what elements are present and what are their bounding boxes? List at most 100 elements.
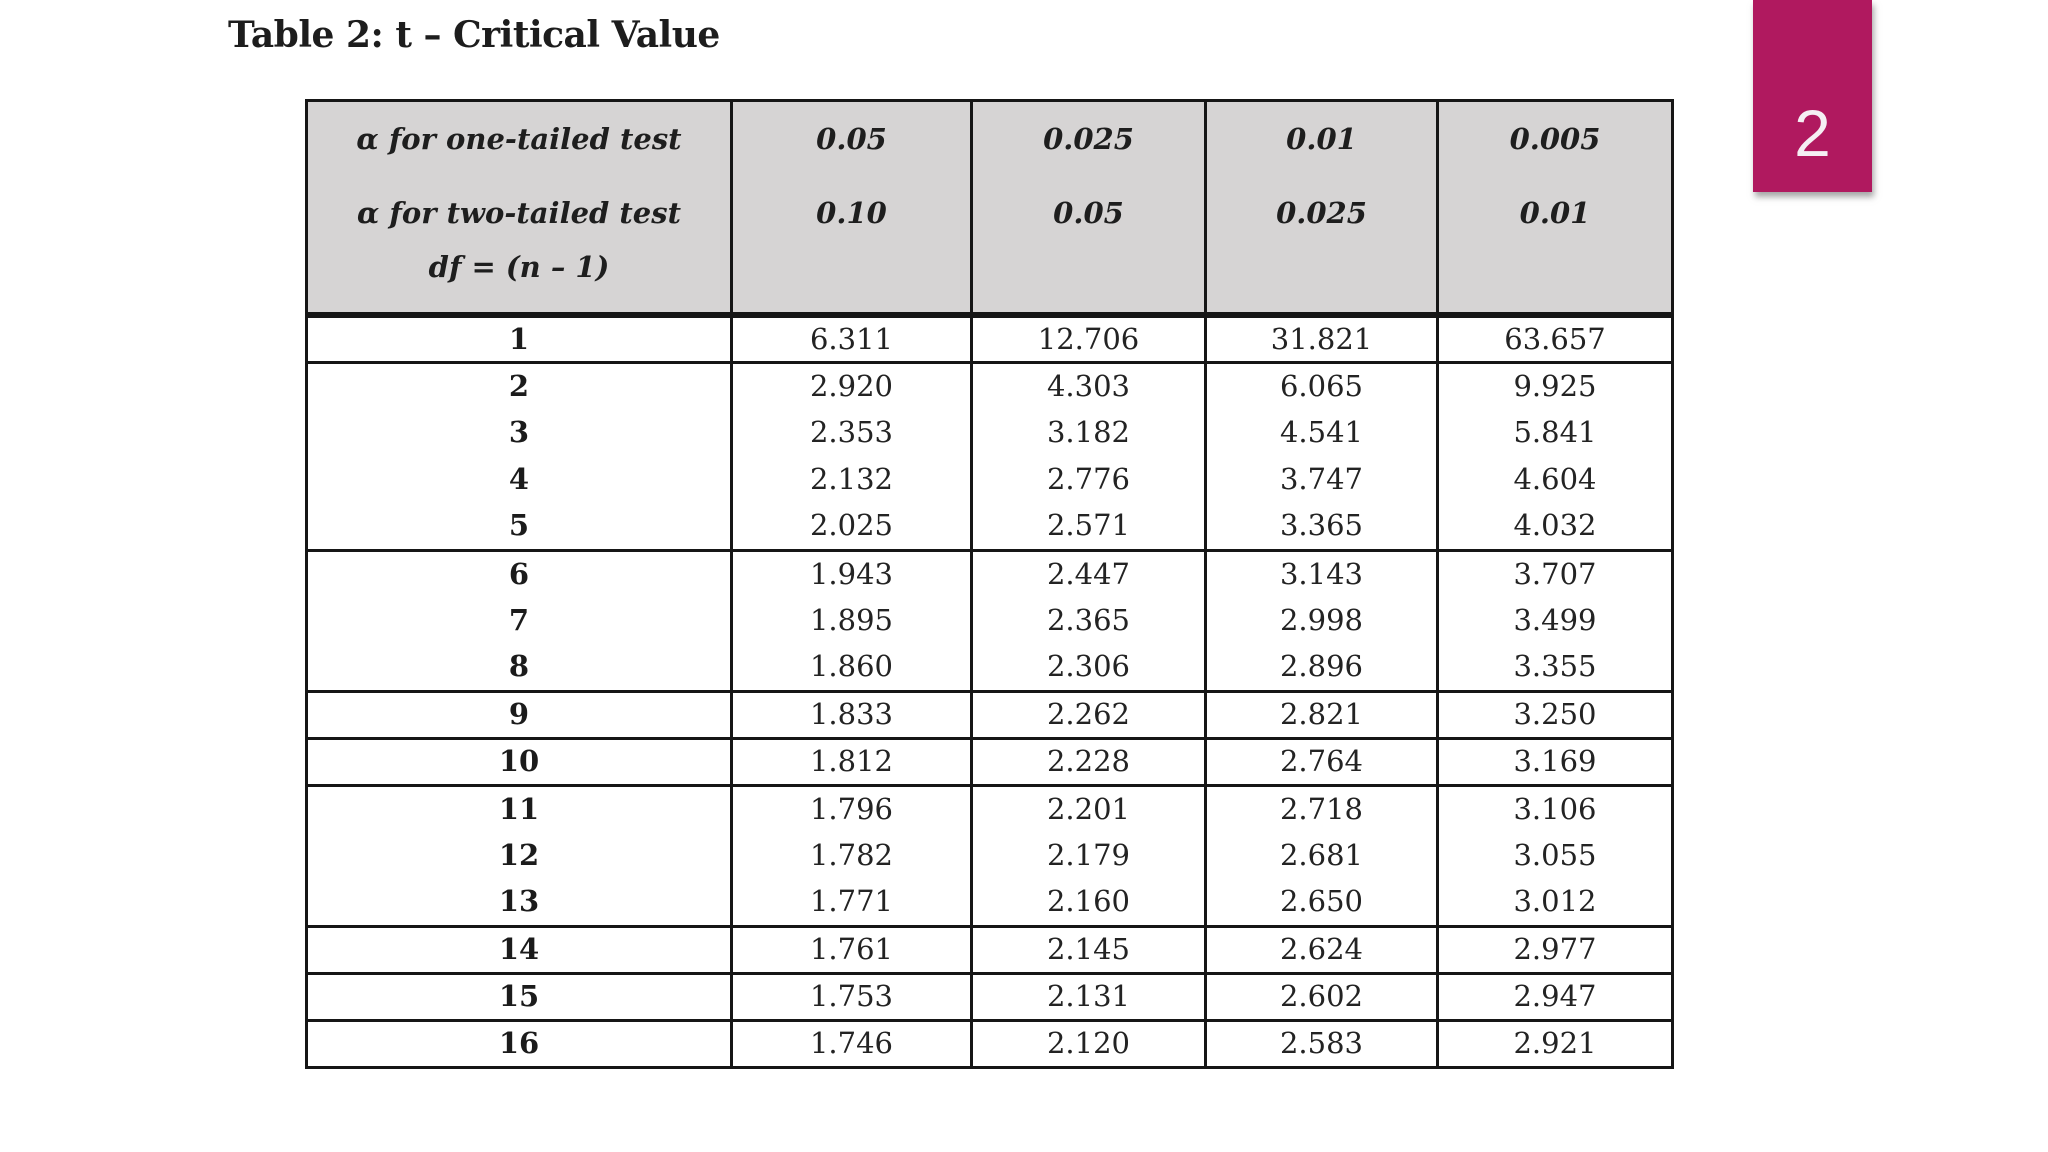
page-title: Table 2: t – Critical Value bbox=[228, 14, 720, 56]
t-critical-value-cell: 2.920 bbox=[730, 360, 972, 409]
df-cell: 12 bbox=[498, 838, 540, 872]
header-alpha-col-2: 0.025 0.05 bbox=[970, 100, 1206, 318]
df-cell: 3 bbox=[508, 415, 530, 449]
t-critical-value-cell: 3.747 bbox=[1204, 456, 1438, 503]
page-number-badge: 2 bbox=[1753, 0, 1872, 192]
t-critical-value-cell: 2.977 bbox=[1436, 924, 1673, 973]
table-row: 7 1.895 2.365 2.998 3.499 bbox=[307, 597, 1673, 644]
df-cell: 7 bbox=[508, 603, 530, 637]
table-row: 5 2.025 2.571 3.365 4.032 bbox=[307, 503, 1673, 550]
table-row: 14 1.761 2.145 2.624 2.977 bbox=[306, 924, 1673, 973]
t-critical-value-cell: 2.262 bbox=[970, 689, 1206, 738]
t-critical-value-cell: 2.228 bbox=[970, 736, 1206, 785]
df-cell: 4 bbox=[508, 462, 530, 496]
table-row: 16 1.746 2.120 2.583 2.921 bbox=[306, 1018, 1673, 1067]
table-row: 11 1.796 2.201 2.718 3.106 bbox=[306, 783, 1673, 832]
t-critical-value-cell: 1.753 bbox=[730, 971, 972, 1020]
df-cell: 2 bbox=[306, 360, 732, 409]
t-critical-value-cell: 6.065 bbox=[1204, 360, 1438, 409]
t-critical-value-cell: 1.771 bbox=[730, 879, 972, 926]
df-cell: 16 bbox=[306, 1018, 732, 1067]
t-critical-value-cell: 3.012 bbox=[1436, 879, 1673, 926]
table-row: 3 2.353 3.182 4.541 5.841 bbox=[307, 409, 1673, 456]
t-critical-value-cell: 5.841 bbox=[1436, 409, 1673, 456]
t-critical-value-cell: 2.179 bbox=[970, 832, 1206, 879]
t-critical-value-cell: 3.365 bbox=[1204, 503, 1438, 550]
df-cell: 8 bbox=[508, 649, 530, 684]
header-alpha-col-1: 0.05 0.10 bbox=[730, 100, 972, 318]
table-row: 4 2.132 2.776 3.747 4.604 bbox=[307, 456, 1673, 503]
t-critical-value-cell: 3.106 bbox=[1436, 783, 1673, 832]
t-critical-value-cell: 1.746 bbox=[730, 1018, 972, 1067]
t-critical-value-cell: 2.160 bbox=[970, 879, 1206, 926]
df-cell: 13 bbox=[498, 884, 540, 919]
t-critical-value-cell: 2.365 bbox=[970, 597, 1206, 644]
header-one-tailed-label: α for one-tailed test bbox=[356, 122, 682, 156]
table-body: 1 6.311 12.706 31.821 63.657 2 2.920 4.303 6.065… bbox=[306, 315, 1673, 1067]
t-critical-value-cell: 2.821 bbox=[1204, 689, 1438, 738]
table-header-row: α for one-tailed test α for two-tailed t… bbox=[306, 100, 1673, 318]
t-critical-value-table: α for one-tailed test α for two-tailed t… bbox=[305, 99, 1674, 1069]
t-critical-value-cell: 9.925 bbox=[1436, 360, 1673, 409]
t-critical-value-cell: 1.812 bbox=[730, 736, 972, 785]
t-critical-value-cell: 2.921 bbox=[1436, 1018, 1673, 1067]
df-cell: 10 bbox=[306, 736, 732, 785]
t-critical-value-cell: 2.583 bbox=[1204, 1018, 1438, 1067]
t-critical-value-cell: 3.707 bbox=[1436, 548, 1673, 597]
t-critical-value-cell: 2.120 bbox=[970, 1018, 1206, 1067]
two-tailed-alpha-value: 0.10 bbox=[816, 196, 887, 230]
t-critical-value-cell: 4.541 bbox=[1204, 409, 1438, 456]
table-row: 8 1.860 2.306 2.896 3.355 bbox=[307, 644, 1673, 691]
table-row: 1 6.311 12.706 31.821 63.657 bbox=[307, 315, 1673, 362]
t-critical-value-cell: 3.182 bbox=[970, 409, 1206, 456]
t-critical-value-cell: 2.602 bbox=[1204, 971, 1438, 1020]
page-number: 2 bbox=[1794, 96, 1831, 170]
t-critical-value-cell: 2.447 bbox=[970, 548, 1206, 597]
table-row: 15 1.753 2.131 2.602 2.947 bbox=[306, 971, 1673, 1020]
header-empty-slot bbox=[733, 250, 970, 312]
t-critical-value-cell: 2.306 bbox=[970, 644, 1206, 691]
t-critical-value-cell: 12.706 bbox=[970, 315, 1206, 362]
t-critical-value-cell: 3.169 bbox=[1436, 736, 1673, 785]
t-critical-value-table-wrapper: α for one-tailed test α for two-tailed t… bbox=[305, 99, 1674, 1069]
t-critical-value-cell: 63.657 bbox=[1436, 315, 1673, 362]
header-empty-slot bbox=[1207, 250, 1436, 312]
table-row: 10 1.812 2.228 2.764 3.169 bbox=[306, 736, 1673, 785]
header-alpha-col-4: 0.005 0.01 bbox=[1436, 100, 1673, 318]
t-critical-value-cell: 1.796 bbox=[730, 783, 972, 832]
table-row: 9 1.833 2.262 2.821 3.250 bbox=[306, 689, 1673, 738]
t-critical-value-cell: 2.201 bbox=[970, 783, 1206, 832]
t-critical-value-cell: 2.132 bbox=[730, 456, 972, 503]
t-critical-value-cell: 2.764 bbox=[1204, 736, 1438, 785]
header-label-cell: α for one-tailed test α for two-tailed t… bbox=[306, 100, 732, 318]
t-critical-value-cell: 1.895 bbox=[730, 597, 972, 644]
table-row: 6 1.943 2.447 3.143 3.707 bbox=[306, 548, 1673, 597]
t-critical-value-cell: 2.571 bbox=[970, 503, 1206, 550]
t-critical-value-cell: 1.860 bbox=[730, 644, 972, 691]
header-two-tailed-label: α for two-tailed test bbox=[357, 196, 681, 230]
two-tailed-alpha-value: 0.01 bbox=[1519, 196, 1591, 230]
t-critical-value-cell: 4.032 bbox=[1436, 503, 1673, 550]
two-tailed-alpha-value: 0.05 bbox=[1053, 196, 1124, 230]
one-tailed-alpha-value: 0.005 bbox=[1509, 122, 1601, 156]
t-critical-value-cell: 4.303 bbox=[970, 360, 1206, 409]
df-cell: 6 bbox=[306, 548, 732, 597]
t-critical-value-cell: 3.250 bbox=[1436, 689, 1673, 738]
t-critical-value-cell: 1.761 bbox=[730, 924, 972, 973]
one-tailed-alpha-value: 0.05 bbox=[816, 122, 887, 156]
t-critical-value-cell: 1.782 bbox=[730, 832, 972, 879]
df-cell: 11 bbox=[306, 783, 732, 832]
one-tailed-alpha-value: 0.025 bbox=[1043, 122, 1134, 156]
t-critical-value-cell: 2.776 bbox=[970, 456, 1206, 503]
t-critical-value-cell: 1.833 bbox=[730, 689, 972, 738]
df-cell: 1 bbox=[508, 321, 530, 356]
header-empty-slot bbox=[1439, 250, 1671, 312]
t-critical-value-cell: 2.650 bbox=[1204, 879, 1438, 926]
t-critical-value-cell: 2.998 bbox=[1204, 597, 1438, 644]
df-cell: 15 bbox=[306, 971, 732, 1020]
df-cell: 9 bbox=[306, 689, 732, 738]
df-cell: 5 bbox=[508, 508, 530, 543]
table-row: 12 1.782 2.179 2.681 3.055 bbox=[307, 832, 1673, 879]
t-critical-value-cell: 3.499 bbox=[1436, 597, 1673, 644]
